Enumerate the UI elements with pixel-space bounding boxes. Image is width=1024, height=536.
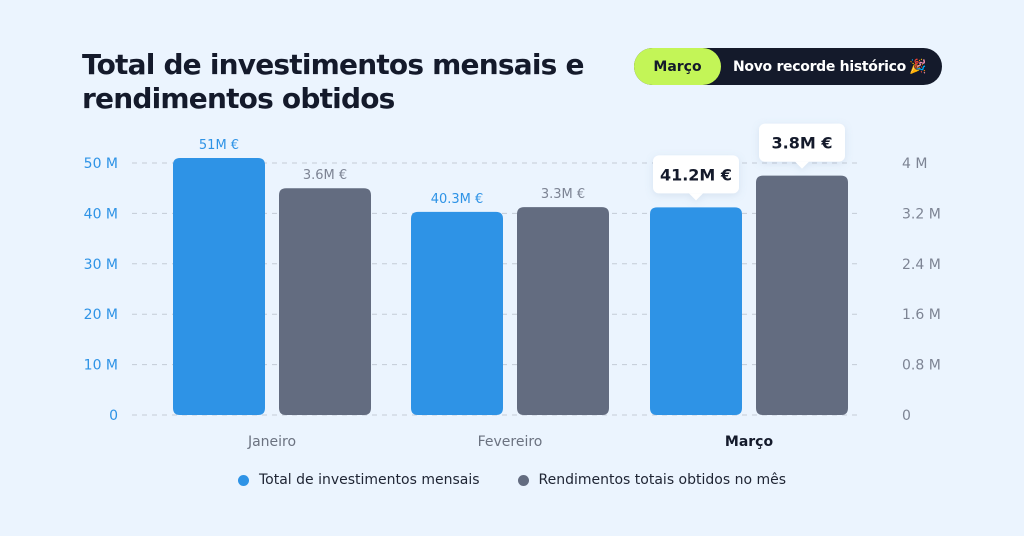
left-tick-label: 30 M bbox=[84, 257, 118, 273]
left-tick-label: 20 M bbox=[84, 307, 118, 323]
tooltip bbox=[759, 123, 845, 169]
legend: Total de investimentos mensais Rendiment… bbox=[0, 472, 1024, 488]
data-labels: 51M € 3.6M € 40.3M € 3.3M € 41.2M € 3.8M € bbox=[199, 123, 845, 207]
x-tick-label: Janeiro bbox=[247, 434, 296, 450]
x-tick-label: Fevereiro bbox=[478, 434, 543, 450]
data-label: 3.8M € bbox=[772, 134, 833, 153]
legend-label-investments: Total de investimentos mensais bbox=[258, 472, 480, 488]
left-tick-label: 10 M bbox=[84, 358, 118, 374]
bar-investments bbox=[173, 157, 265, 415]
chart-title: Total de investimentos mensais e rendime… bbox=[82, 48, 584, 115]
legend-item-investments: Total de investimentos mensais bbox=[237, 472, 480, 488]
x-tick-label: Março bbox=[725, 434, 774, 450]
record-badge: Março Novo recorde histórico 🎉 bbox=[634, 48, 942, 85]
tooltip-box bbox=[653, 155, 739, 194]
legend-item-returns: Rendimentos totais obtidos no mês bbox=[517, 472, 787, 488]
left-tick-label: 40 M bbox=[84, 206, 118, 222]
tooltip-arrow bbox=[689, 193, 703, 201]
bar-returns bbox=[517, 207, 609, 415]
legend-dot-investments bbox=[237, 474, 249, 486]
tooltip bbox=[653, 155, 739, 201]
right-tick-label: 2.4 M bbox=[902, 257, 941, 273]
legend-label-returns: Rendimentos totais obtidos no mês bbox=[538, 472, 787, 488]
data-label: 51M € bbox=[199, 138, 239, 153]
data-label: 3.3M € bbox=[541, 187, 585, 202]
badge-month: Março bbox=[634, 48, 721, 85]
right-tick-label: 3.2 M bbox=[902, 206, 941, 222]
bar-investments bbox=[650, 207, 742, 415]
tooltip-arrow bbox=[795, 161, 809, 169]
bar-investments bbox=[411, 211, 503, 415]
right-tick-label: 4 M bbox=[902, 156, 927, 172]
party-popper-icon: 🎉 bbox=[909, 58, 927, 75]
left-tick-label: 50 M bbox=[84, 156, 118, 172]
tooltip-box bbox=[759, 123, 845, 162]
data-label: 41.2M € bbox=[660, 165, 732, 184]
legend-dot-returns bbox=[517, 474, 529, 486]
data-label: 40.3M € bbox=[431, 192, 484, 207]
bars bbox=[173, 157, 848, 415]
left-axis: 0 10 M 20 M 30 M 40 M 50 M bbox=[84, 156, 118, 424]
data-label: 3.6M € bbox=[303, 168, 347, 183]
left-tick-label: 0 bbox=[109, 408, 118, 424]
bar-returns bbox=[756, 175, 848, 415]
x-axis: Janeiro Fevereiro Março bbox=[247, 434, 774, 450]
right-tick-label: 0.8 M bbox=[902, 358, 941, 374]
right-axis: 0 0.8 M 1.6 M 2.4 M 3.2 M 4 M bbox=[902, 156, 941, 424]
right-tick-label: 1.6 M bbox=[902, 307, 941, 323]
right-tick-label: 0 bbox=[902, 408, 911, 424]
bar-returns bbox=[279, 188, 371, 415]
badge-text: Novo recorde histórico bbox=[733, 58, 906, 75]
